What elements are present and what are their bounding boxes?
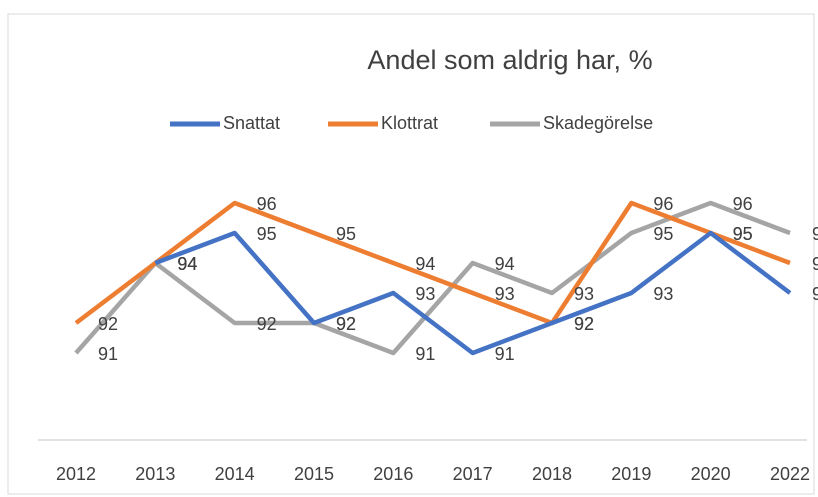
legend-label: Klottrat (381, 113, 438, 133)
data-label: 94 (495, 254, 515, 274)
data-label: 93 (653, 284, 673, 304)
data-label: 94 (415, 254, 435, 274)
x-tick-label: 2018 (532, 464, 572, 484)
data-label: 92 (336, 314, 356, 334)
data-label: 94 (177, 254, 197, 274)
data-label: 93 (415, 284, 435, 304)
x-tick-label: 2015 (294, 464, 334, 484)
chart-frame (7, 13, 815, 495)
data-label: 94 (812, 254, 818, 274)
data-label: 96 (653, 194, 673, 214)
data-label: 94 (177, 254, 197, 274)
data-label: 96 (257, 194, 277, 214)
data-label: 91 (98, 344, 118, 364)
data-label: 95 (733, 224, 753, 244)
data-label: 96 (733, 194, 753, 214)
data-label: 95 (336, 224, 356, 244)
x-tick-label: 2017 (453, 464, 493, 484)
data-label: 94 (177, 254, 197, 274)
x-tick-label: 2012 (56, 464, 96, 484)
x-tick-label: 2020 (691, 464, 731, 484)
x-tick-label: 2013 (135, 464, 175, 484)
chart-title: Andel som aldrig har, % (367, 45, 652, 75)
data-label: 93 (495, 284, 515, 304)
x-tick-label: 2014 (215, 464, 255, 484)
data-label: 92 (336, 314, 356, 334)
data-label: 95 (257, 224, 277, 244)
legend-label: Snattat (223, 113, 280, 133)
data-label: 91 (415, 344, 435, 364)
data-label: 93 (812, 284, 818, 304)
data-label: 95 (812, 224, 818, 244)
x-tick-label: 2022 (770, 464, 810, 484)
data-label: 92 (574, 314, 594, 334)
data-label: 91 (495, 344, 515, 364)
x-tick-label: 2016 (373, 464, 413, 484)
data-label: 92 (574, 314, 594, 334)
data-label: 95 (653, 224, 673, 244)
data-label: 92 (257, 314, 277, 334)
data-label: 95 (733, 224, 753, 244)
legend-label: Skadegörelse (543, 113, 653, 133)
data-label: 92 (98, 314, 118, 334)
data-label: 93 (574, 284, 594, 304)
series-line (74, 200, 791, 326)
series-line (154, 230, 792, 356)
x-tick-label: 2019 (611, 464, 651, 484)
